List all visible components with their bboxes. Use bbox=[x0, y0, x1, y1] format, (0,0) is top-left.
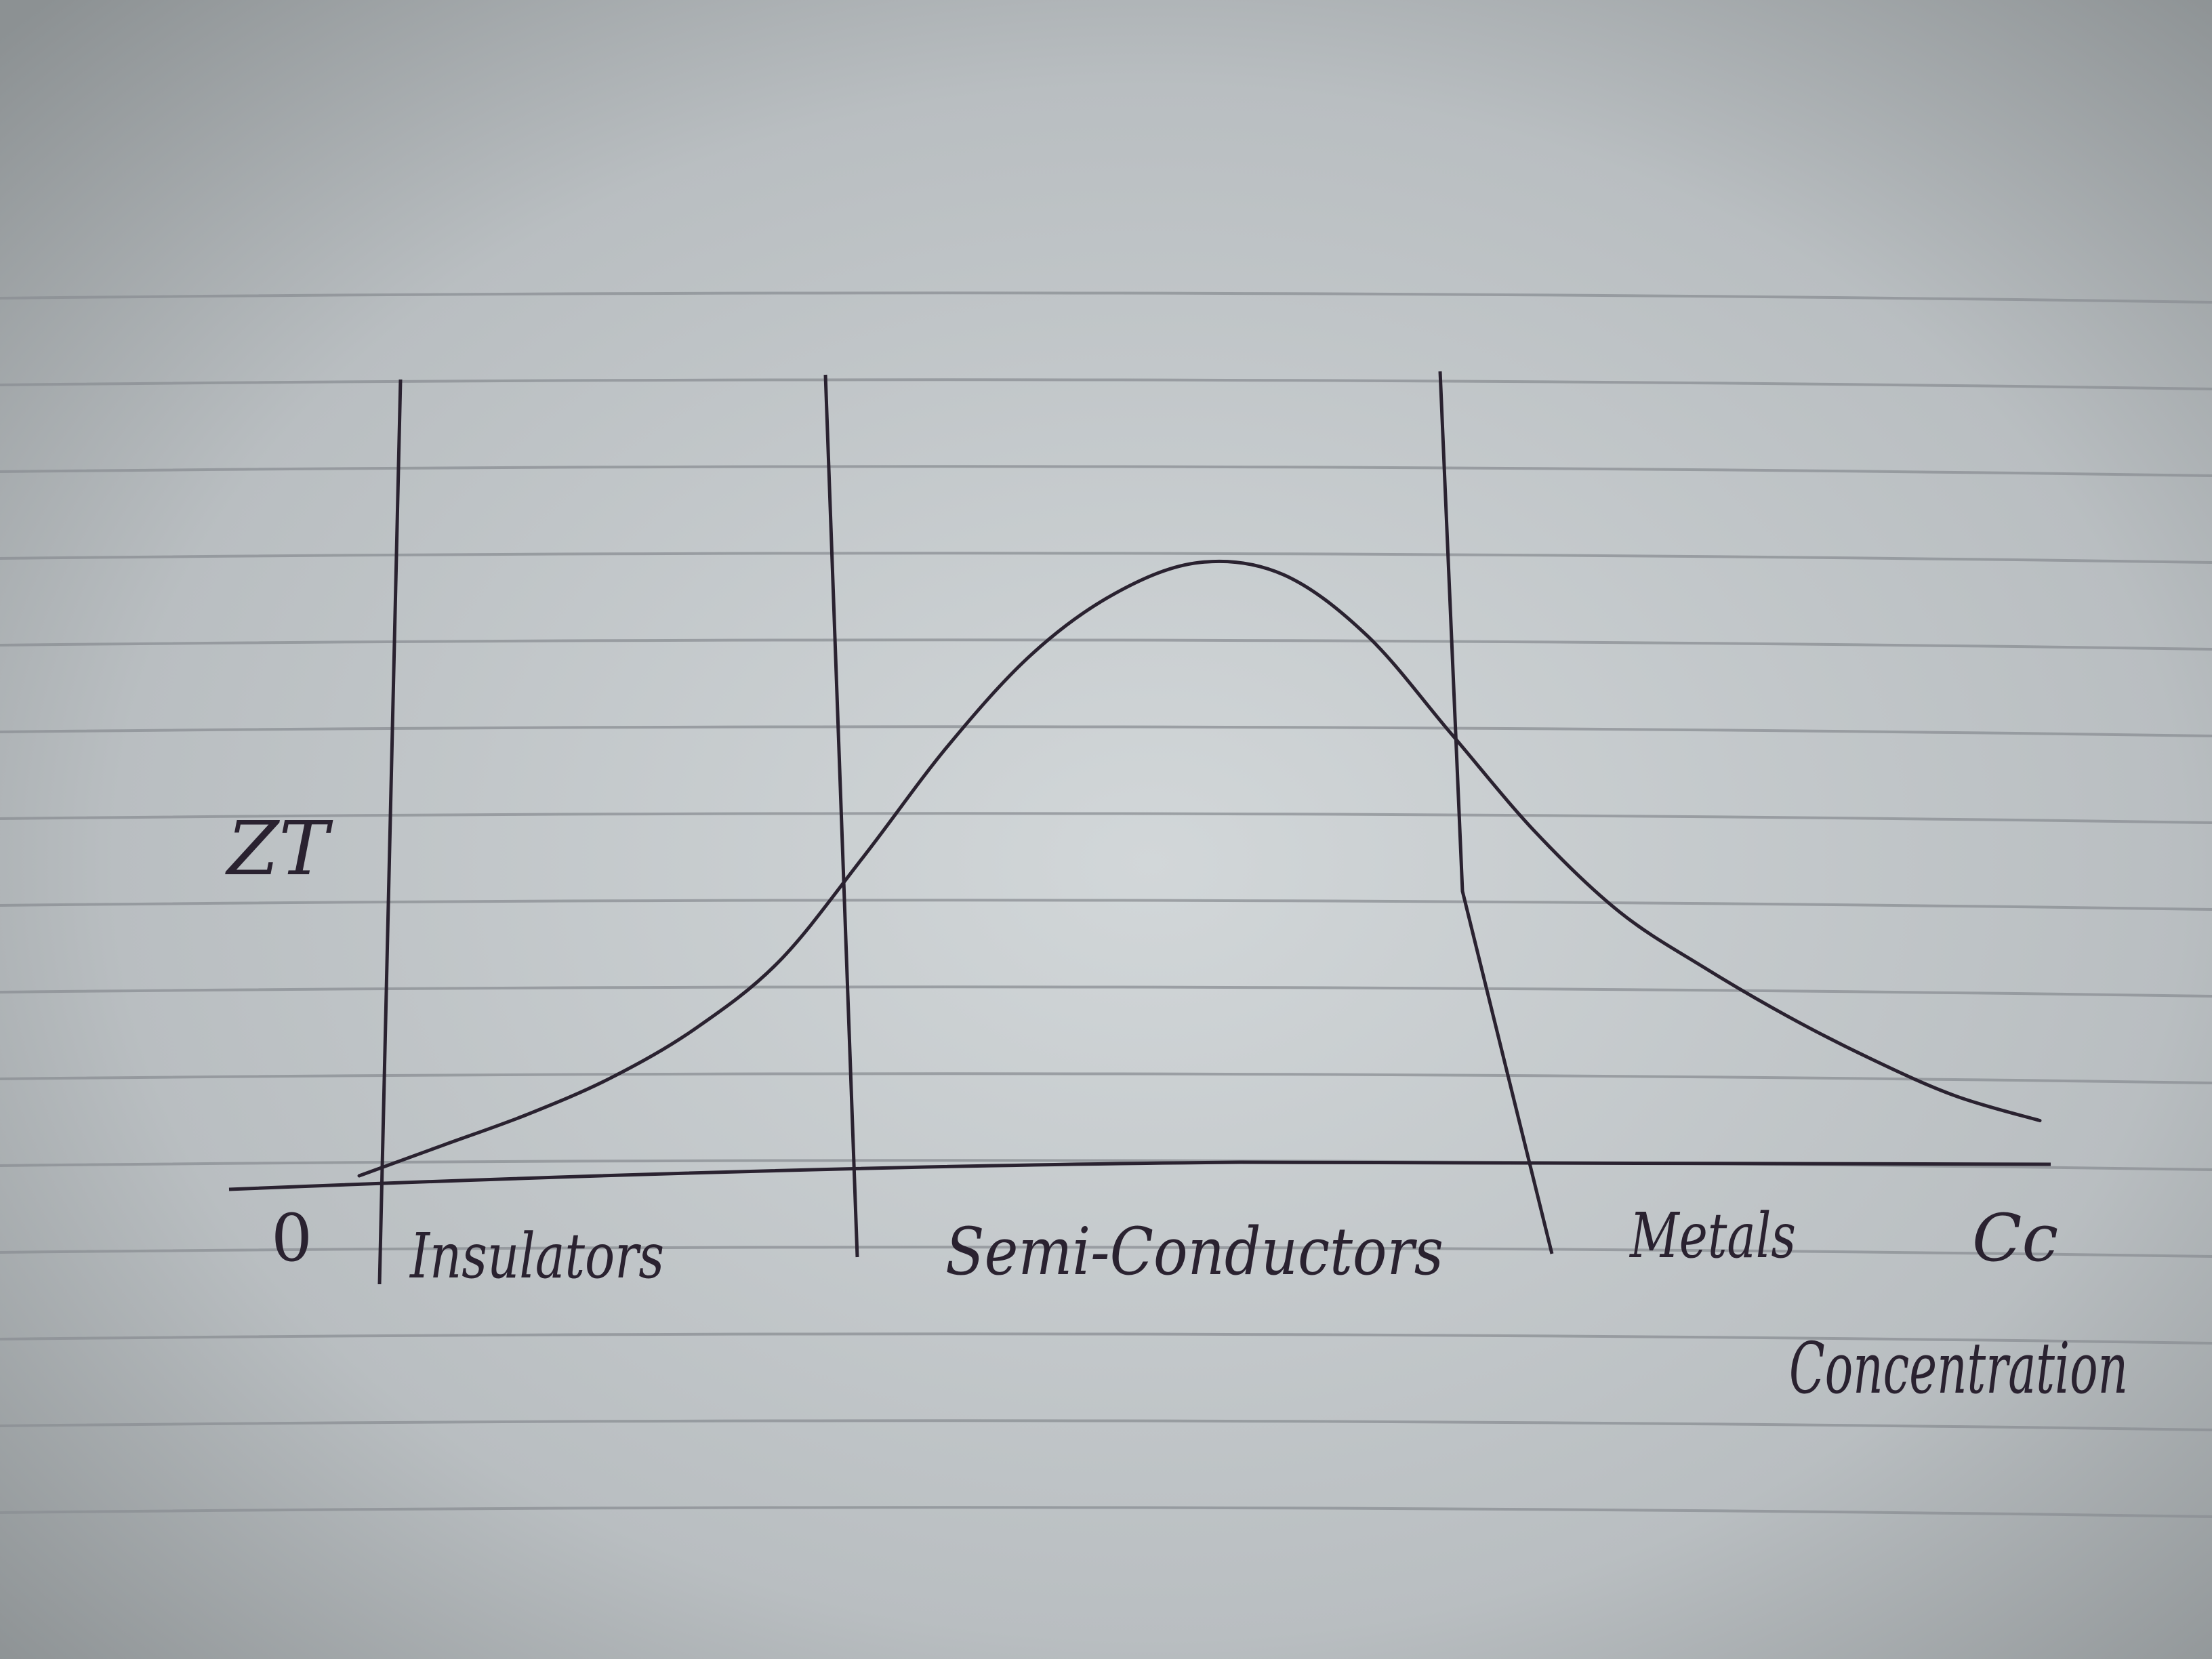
region-divider-insulators-semiconductors bbox=[823, 374, 859, 1258]
ruled-line bbox=[0, 378, 2212, 390]
region-label-semiconductors: Semi-Conductors bbox=[945, 1214, 1443, 1290]
ruled-line bbox=[0, 291, 2212, 304]
ruled-line bbox=[0, 985, 2212, 998]
region-label-insulators: Insulators bbox=[409, 1220, 664, 1292]
ruled-line bbox=[0, 725, 2212, 737]
ruled-line bbox=[0, 638, 2212, 651]
origin-label: 0 bbox=[271, 1200, 312, 1276]
region-divider-semiconductors-metals bbox=[1438, 371, 1554, 1254]
ruled-line bbox=[0, 1072, 2212, 1084]
ruled-line bbox=[0, 899, 2212, 911]
ruled-line bbox=[0, 1419, 2212, 1431]
x-axis-label: Concentration bbox=[1789, 1327, 2128, 1410]
ruled-line bbox=[0, 1332, 2212, 1345]
y-axis-label: ZT bbox=[225, 805, 333, 892]
chart: ZT 0 Insulators Semi-Conductors Metals C… bbox=[225, 371, 2128, 1410]
ruled-line bbox=[0, 1246, 2212, 1258]
zt-curve bbox=[357, 559, 2042, 1178]
x-axis bbox=[228, 1160, 2051, 1191]
y-axis bbox=[377, 379, 403, 1285]
ruled-line bbox=[0, 465, 2212, 477]
ruled-lines bbox=[0, 291, 2212, 1518]
ruled-line bbox=[0, 1506, 2212, 1518]
x-end-label: Cc bbox=[1972, 1200, 2058, 1276]
region-label-metals: Metals bbox=[1629, 1200, 1796, 1272]
ruled-line bbox=[0, 812, 2212, 824]
ruled-line bbox=[0, 552, 2212, 564]
